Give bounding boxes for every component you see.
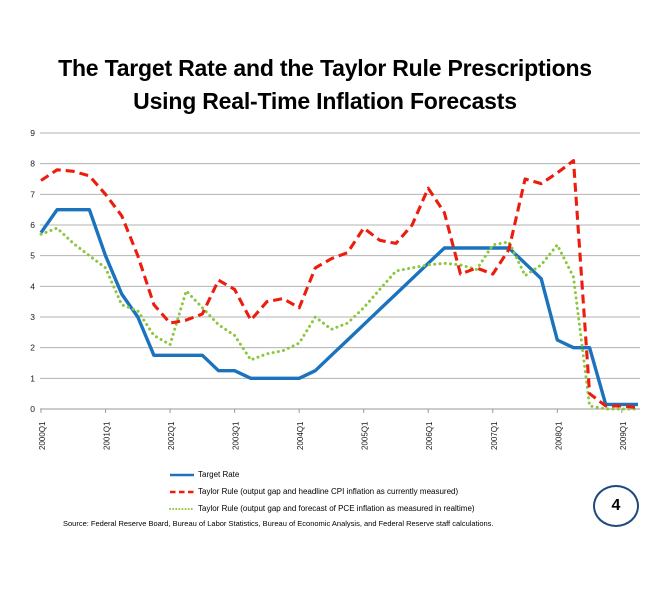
taylor-pce-swatch-icon [169,507,195,510]
target-rate-swatch-icon [170,473,194,476]
title-line-1: The Target Rate and the Taylor Rule Pres… [58,55,592,81]
y-axis-tick-label: 2 [30,343,35,353]
y-axis-tick-label: 0 [30,404,35,414]
chart-legend: Target Rate Taylor Rule (output gap and … [169,469,475,520]
y-axis-tick-label: 4 [30,281,35,291]
rate-chart: 0 1 2 3 4 5 6 7 8 9 2000Q1 2001Q1 2002Q1 2003Q1 2004Q1… [30,128,640,450]
taylor-cpi-line [40,159,639,410]
page-number-badge: 4 [593,485,639,527]
taylor-cpi-swatch-icon [170,490,194,493]
title-line-2: Using Real-Time Inflation Forecasts [133,88,517,114]
y-axis-tick-label: 7 [30,189,35,199]
x-axis-tick-label: 2002Q1 [167,421,176,450]
y-axis-tick-label: 5 [30,251,35,261]
page-number: 4 [611,497,621,514]
taylor-pce-line [39,226,640,411]
y-axis-tick-label: 9 [30,128,35,138]
page-title: The Target Rate and the Taylor Rule Pres… [0,52,650,118]
x-axis-tick-label: 2001Q1 [103,421,112,450]
legend-label: Target Rate [198,470,240,479]
y-axis-tick-label: 6 [30,220,35,230]
legend-label: Taylor Rule (output gap and headline CPI… [198,487,459,496]
x-axis-tick-label: 2000Q1 [38,421,47,450]
x-axis-tick-label: 2007Q1 [490,421,499,450]
legend-label: Taylor Rule (output gap and forecast of … [198,504,475,513]
legend-item-taylor-pce: Taylor Rule (output gap and forecast of … [169,503,475,514]
y-axis-tick-label: 1 [30,373,35,383]
y-axis-tick-label: 8 [30,159,35,169]
y-axis-tick-label: 3 [30,312,35,322]
x-axis-tick-label: 2003Q1 [232,421,241,450]
legend-item-target-rate: Target Rate [169,469,475,480]
x-axis-tick-label: 2005Q1 [361,421,370,450]
source-note: Source: Federal Reserve Board, Bureau of… [63,519,494,528]
x-axis-tick-label: 2004Q1 [296,421,305,450]
x-axis-tick-label: 2006Q1 [425,421,434,450]
x-axis-tick-label: 2009Q1 [619,421,628,450]
legend-item-taylor-cpi: Taylor Rule (output gap and headline CPI… [169,486,475,497]
x-axis-tick-label: 2008Q1 [554,421,563,450]
target-rate-line [39,207,638,407]
